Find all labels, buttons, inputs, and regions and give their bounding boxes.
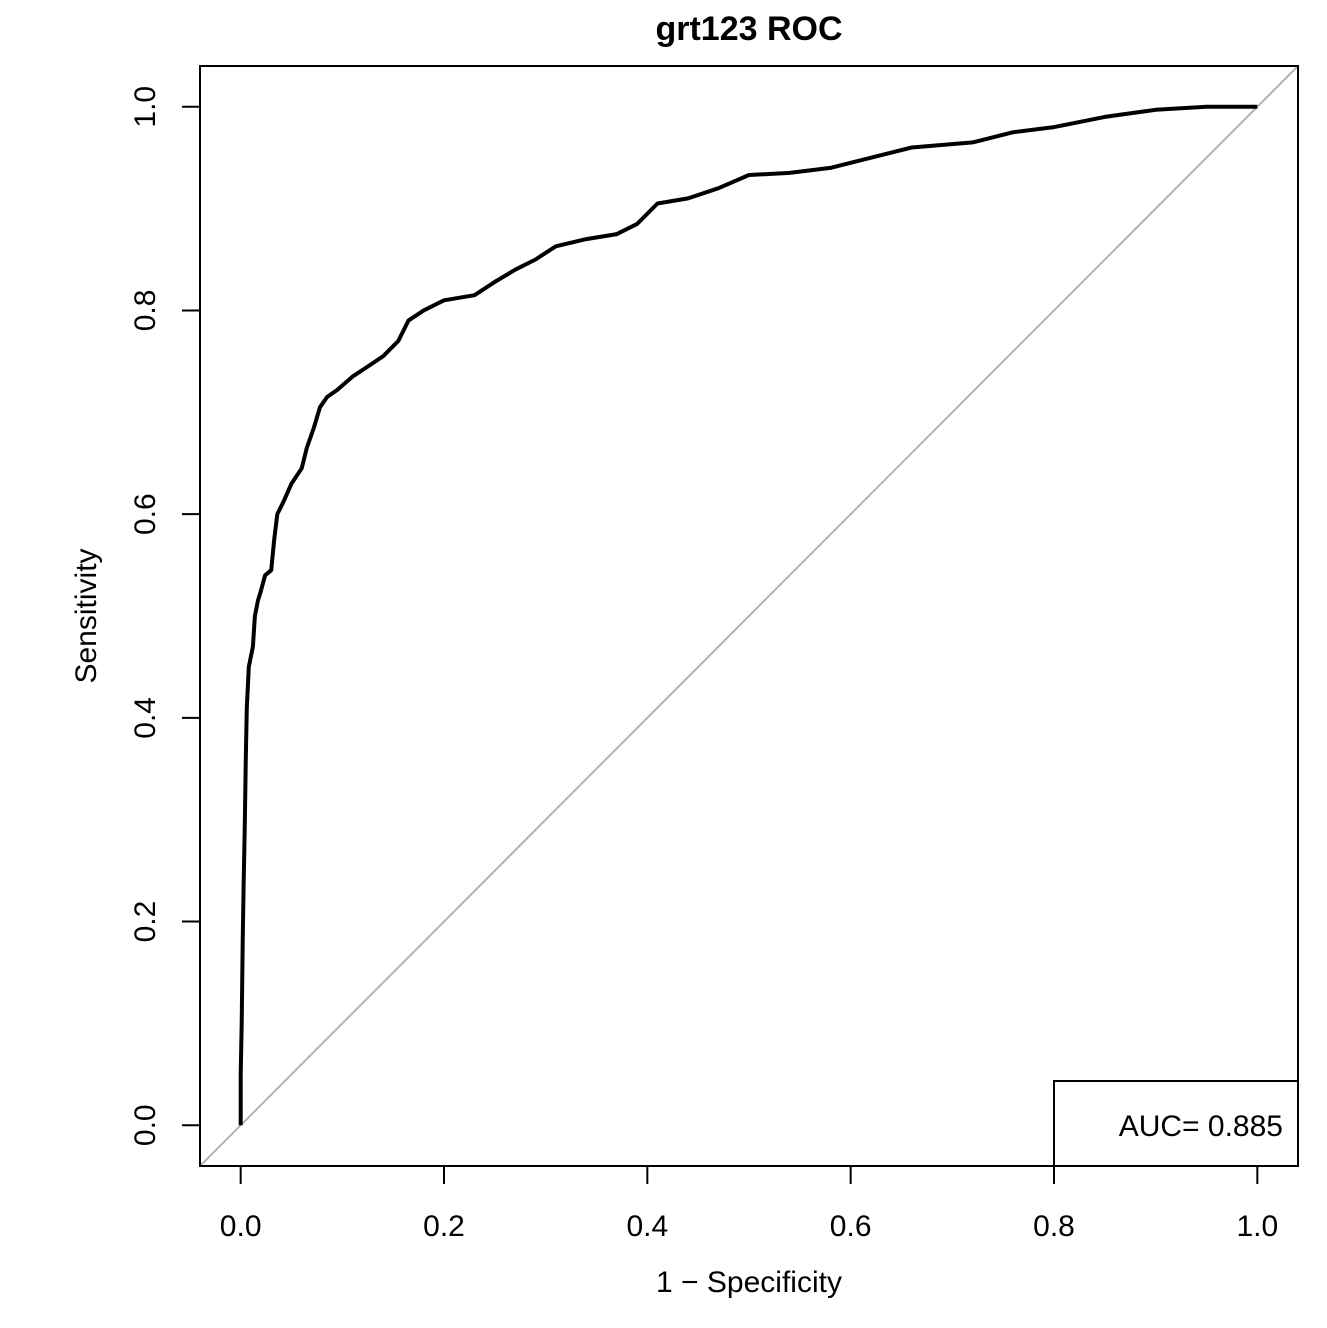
y-tick-label: 0.4 [129,697,162,739]
y-tick-label: 0.8 [129,290,162,332]
y-tick-label: 0.6 [129,493,162,535]
y-tick-label: 1.0 [129,86,162,128]
legend-box [1053,1080,1299,1167]
y-axis-label: Sensitivity [70,548,103,683]
legend-auc-text: AUC= 0.885 [1119,1110,1283,1143]
x-tick-label: 0.2 [423,1210,465,1243]
y-tick-label: 0.2 [129,901,162,943]
y-axis: 0.0 0.2 0.4 0.6 0.8 1.0 [129,86,201,1146]
x-axis: 0.0 0.2 0.4 0.6 0.8 1.0 [220,1165,1278,1243]
roc-curve-line [238,104,1258,1126]
chart-title: grt123 ROC [655,10,842,48]
x-tick-label: 1.0 [1236,1210,1278,1243]
x-tick-label: 0.6 [830,1210,872,1243]
reference-diagonal [200,66,1298,1166]
x-tick-label: 0.0 [220,1210,262,1243]
x-tick-label: 0.4 [626,1210,668,1243]
x-axis-label: 1 − Specificity [656,1266,842,1299]
x-tick-label: 0.8 [1033,1210,1075,1243]
y-tick-label: 0.0 [129,1104,162,1146]
